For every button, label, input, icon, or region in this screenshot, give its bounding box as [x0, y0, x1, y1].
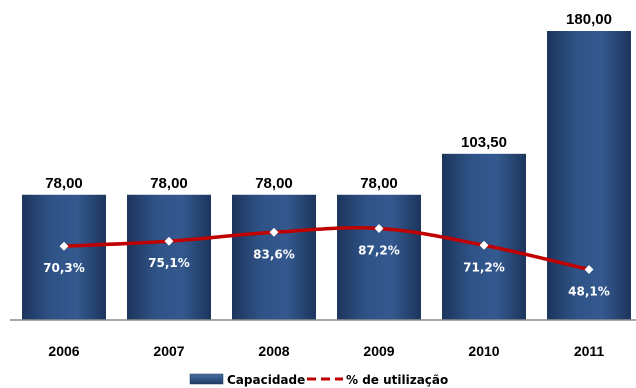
utilization-label-2007: 75,1%: [148, 256, 190, 270]
bar-value-label-2010: 103,50: [461, 134, 507, 151]
bar-value-label-2006: 78,00: [45, 175, 83, 192]
x-ticks: 2006 2007 2008 2009 2010 2011: [48, 343, 604, 359]
bar-2010: [442, 153, 526, 320]
legend-swatch-capacidade: [189, 373, 224, 385]
x-tick-label-2008: 2008: [258, 343, 289, 359]
x-tick-label-2011: 2011: [574, 343, 605, 359]
bar-value-label-2009: 78,00: [360, 175, 398, 192]
x-tick-label-2006: 2006: [48, 343, 79, 359]
utilization-label-2006: 70,3%: [43, 261, 85, 275]
utilization-label-2008: 83,6%: [253, 247, 295, 261]
bar-value-label-2011: 180,00: [566, 11, 612, 28]
utilization-marker-2006: [59, 241, 69, 251]
utilization-marker-2009: [374, 223, 384, 234]
utilization-marker-2010: [479, 240, 489, 250]
utilization-label-2010: 71,2%: [463, 260, 505, 274]
bars-layer: 78,00 78,00 78,00 78,00 103,50 180,00: [22, 11, 631, 320]
bar-2011: [547, 31, 631, 320]
bar-value-label-2008: 78,00: [255, 175, 293, 192]
bar-2008: [232, 194, 316, 320]
utilization-marker-2007: [164, 236, 174, 246]
utilization-label-2009: 87,2%: [358, 244, 400, 258]
bar-value-label-2007: 78,00: [150, 175, 188, 192]
utilization-line: [62, 226, 591, 272]
legend-label-capacidade: Capacidade: [227, 373, 305, 387]
legend-label-utilizacao: % de utilização: [346, 373, 448, 387]
utilization-label-2011: 48,1%: [568, 285, 610, 299]
x-tick-label-2009: 2009: [363, 343, 394, 359]
line-layer: 70,3% 75,1% 83,6% 87,2% 71,2% 48,1%: [43, 223, 610, 299]
legend: Capacidade % de utilização: [189, 373, 448, 387]
x-tick-label-2010: 2010: [468, 343, 499, 359]
bar-2007: [127, 194, 211, 320]
bar-2006: [22, 194, 106, 320]
bar-2009: [337, 194, 421, 320]
utilization-marker-2011: [584, 264, 594, 275]
x-tick-label-2007: 2007: [153, 343, 184, 359]
utilization-marker-2008: [269, 227, 279, 237]
